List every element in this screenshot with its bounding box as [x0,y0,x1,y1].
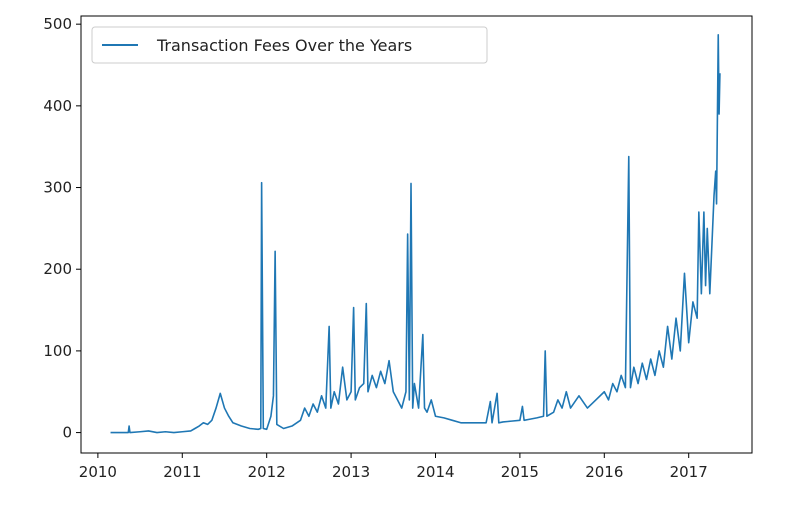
x-tick-label: 2012 [248,463,286,481]
x-tick-label: 2010 [79,463,117,481]
y-tick-label: 200 [43,260,72,278]
y-tick-label: 100 [43,342,72,360]
y-tick-label: 500 [43,15,72,33]
series-line-transaction-fees [110,33,721,434]
x-tick-label: 2011 [163,463,201,481]
x-tick-label: 2015 [501,463,539,481]
x-tick-label: 2013 [332,463,370,481]
legend-label: Transaction Fees Over the Years [156,36,412,55]
x-axis: 2010 2011 2012 2013 2014 2015 2016 2017 [79,453,708,481]
y-tick-label: 300 [43,179,72,197]
x-tick-label: 2016 [585,463,623,481]
y-axis: 0 100 200 300 400 500 [43,15,81,442]
y-tick-label: 400 [43,97,72,115]
y-tick-label: 0 [62,424,72,442]
plot-area [80,15,753,454]
x-tick-label: 2014 [416,463,454,481]
legend: Transaction Fees Over the Years [91,26,488,64]
x-tick-label: 2017 [670,463,708,481]
legend-box [91,26,488,64]
